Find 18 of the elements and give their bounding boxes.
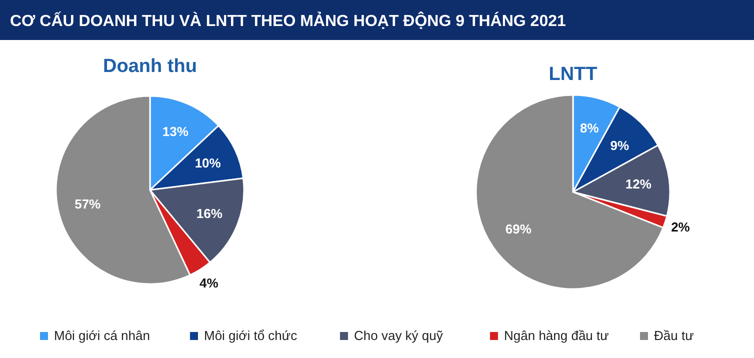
data-label: 10% xyxy=(194,155,222,170)
data-label: 16% xyxy=(196,206,223,222)
legend-label: Đầu tư xyxy=(654,328,694,343)
chart-title: LNTT xyxy=(548,64,598,85)
data-label: 4% xyxy=(200,275,219,290)
chart-subtitle: Doanh thu xyxy=(103,56,197,77)
legend-label: Môi giới cá nhân xyxy=(54,328,150,343)
data-label: 2% xyxy=(671,219,690,234)
data-label: 57% xyxy=(74,196,102,212)
data-label: 13% xyxy=(162,124,189,139)
data-label: 8% xyxy=(580,120,600,136)
data-label: 9% xyxy=(610,138,630,153)
chart-title: CƠ CẤU DOANH THU VÀ LNTT THEO MẢNG HOẠT ĐỘNG 9 THÁNG 2021 xyxy=(10,11,566,30)
legend-label: Môi giới tổ chức xyxy=(204,328,298,343)
legend-label: Ngân hàng đầu tư xyxy=(504,328,610,343)
data-label: 69% xyxy=(505,222,532,237)
legend-label: Cho vay ký quỹ xyxy=(354,328,444,343)
data-label: 12% xyxy=(625,176,652,192)
